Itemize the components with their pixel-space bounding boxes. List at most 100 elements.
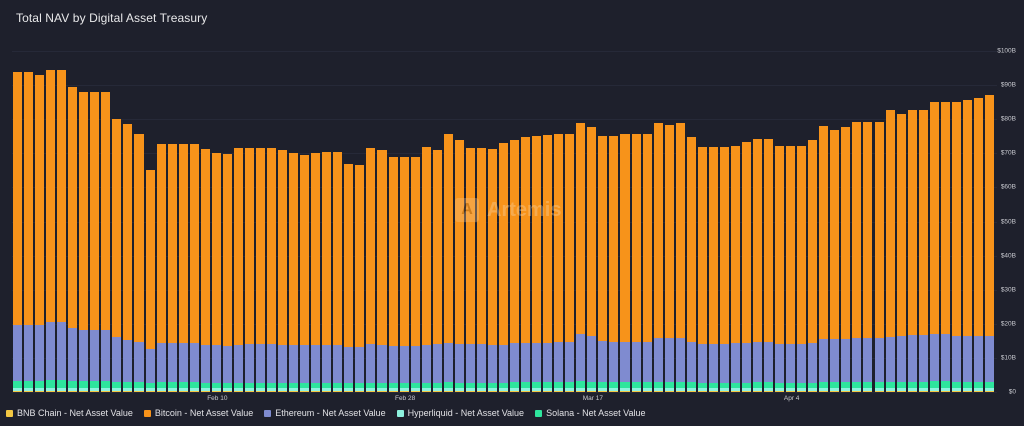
stacked-bar[interactable] — [145, 170, 155, 392]
stacked-bar[interactable] — [156, 143, 166, 392]
bar-segment — [244, 382, 254, 389]
stacked-bar[interactable] — [35, 74, 45, 392]
legend-item[interactable]: Solana - Net Asset Value — [535, 408, 645, 418]
stacked-bar[interactable] — [300, 155, 310, 392]
legend-item[interactable]: Ethereum - Net Asset Value — [264, 408, 386, 418]
legend-item[interactable]: Bitcoin - Net Asset Value — [143, 408, 253, 418]
stacked-bar[interactable] — [642, 133, 652, 392]
stacked-bar[interactable] — [487, 148, 497, 392]
stacked-bar[interactable] — [786, 145, 796, 392]
legend-item[interactable]: Hyperliquid - Net Asset Value — [396, 408, 524, 418]
stacked-bar[interactable] — [344, 163, 354, 392]
stacked-bar[interactable] — [543, 134, 553, 392]
stacked-bar[interactable] — [631, 133, 641, 392]
stacked-bar[interactable] — [686, 136, 696, 392]
stacked-bar[interactable] — [454, 139, 464, 392]
watermark: A Artemis — [455, 198, 561, 222]
stacked-bar[interactable] — [46, 69, 56, 392]
stacked-bar[interactable] — [764, 139, 774, 392]
stacked-bar[interactable] — [476, 148, 486, 392]
stacked-bar[interactable] — [233, 148, 243, 392]
stacked-bar[interactable] — [24, 71, 34, 392]
stacked-bar[interactable] — [532, 136, 542, 392]
legend-item[interactable]: BNB Chain - Net Asset Value — [6, 408, 133, 418]
stacked-bar[interactable] — [167, 143, 177, 392]
stacked-bar[interactable] — [896, 114, 906, 392]
stacked-bar[interactable] — [79, 91, 89, 392]
stacked-bar[interactable] — [112, 119, 122, 392]
stacked-bar[interactable] — [918, 110, 928, 392]
stacked-bar[interactable] — [664, 124, 674, 392]
stacked-bar[interactable] — [267, 148, 277, 392]
stacked-bar[interactable] — [399, 156, 409, 392]
stacked-bar[interactable] — [189, 143, 199, 392]
stacked-bar[interactable] — [576, 123, 586, 392]
stacked-bar[interactable] — [598, 135, 608, 392]
stacked-bar[interactable] — [907, 110, 917, 392]
stacked-bar[interactable] — [388, 156, 398, 392]
stacked-bar[interactable] — [587, 127, 597, 392]
stacked-bar[interactable] — [797, 145, 807, 392]
stacked-bar[interactable] — [819, 126, 829, 392]
stacked-bar[interactable] — [841, 127, 851, 392]
stacked-bar[interactable] — [929, 101, 939, 392]
stacked-bar[interactable] — [289, 153, 299, 392]
bar-segment — [841, 127, 851, 339]
stacked-bar[interactable] — [222, 154, 232, 392]
stacked-bar[interactable] — [653, 122, 663, 392]
stacked-bar[interactable] — [211, 153, 221, 392]
stacked-bar[interactable] — [123, 124, 133, 392]
bar-segment — [443, 388, 453, 391]
stacked-bar[interactable] — [973, 98, 983, 392]
stacked-bar[interactable] — [962, 100, 972, 392]
stacked-bar[interactable] — [730, 145, 740, 392]
stacked-bar[interactable] — [940, 101, 950, 392]
stacked-bar[interactable] — [410, 156, 420, 392]
stacked-bar[interactable] — [510, 139, 520, 392]
stacked-bar[interactable] — [244, 148, 254, 392]
stacked-bar[interactable] — [101, 91, 111, 392]
stacked-bar[interactable] — [852, 121, 862, 392]
stacked-bar[interactable] — [675, 122, 685, 392]
stacked-bar[interactable] — [311, 153, 321, 392]
stacked-bar[interactable] — [863, 121, 873, 392]
stacked-bar[interactable] — [366, 148, 376, 392]
stacked-bar[interactable] — [521, 136, 531, 392]
stacked-bar[interactable] — [57, 69, 67, 392]
stacked-bar[interactable] — [498, 143, 508, 392]
stacked-bar[interactable] — [255, 148, 266, 392]
stacked-bar[interactable] — [554, 134, 564, 392]
stacked-bar[interactable] — [951, 102, 961, 392]
stacked-bar[interactable] — [830, 129, 840, 392]
stacked-bar[interactable] — [443, 133, 453, 392]
stacked-bar[interactable] — [68, 86, 78, 392]
stacked-bar[interactable] — [333, 151, 343, 392]
stacked-bar[interactable] — [708, 146, 718, 392]
stacked-bar[interactable] — [432, 149, 442, 392]
stacked-bar[interactable] — [874, 121, 884, 392]
stacked-bar[interactable] — [134, 133, 144, 392]
stacked-bar[interactable] — [355, 165, 365, 392]
stacked-bar[interactable] — [984, 95, 994, 392]
stacked-bar[interactable] — [565, 134, 575, 392]
stacked-bar[interactable] — [377, 149, 387, 392]
stacked-bar[interactable] — [808, 139, 818, 392]
stacked-bar[interactable] — [741, 142, 751, 392]
stacked-bar[interactable] — [775, 145, 785, 392]
stacked-bar[interactable] — [465, 148, 475, 392]
stacked-bar[interactable] — [697, 146, 707, 392]
stacked-bar[interactable] — [278, 150, 288, 392]
stacked-bar[interactable] — [322, 151, 332, 392]
stacked-bar[interactable] — [178, 143, 188, 392]
stacked-bar[interactable] — [13, 71, 23, 392]
stacked-bar[interactable] — [421, 146, 431, 392]
stacked-bar[interactable] — [885, 110, 895, 392]
stacked-bar[interactable] — [753, 139, 763, 392]
bar-segment — [620, 382, 630, 389]
stacked-bar[interactable] — [90, 91, 100, 392]
bar-segment — [929, 381, 939, 389]
stacked-bar[interactable] — [719, 146, 729, 392]
stacked-bar[interactable] — [609, 135, 619, 392]
stacked-bar[interactable] — [200, 148, 210, 392]
stacked-bar[interactable] — [620, 133, 630, 392]
